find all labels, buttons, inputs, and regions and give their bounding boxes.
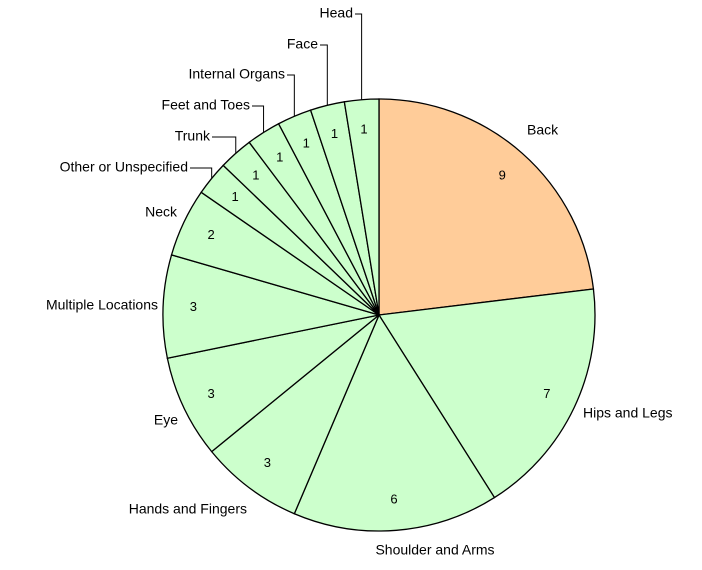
pie-slice [166,314,380,453]
value-label: 2 [208,227,215,242]
value-label: 1 [231,189,238,204]
slice-label: Hands and Fingers [129,501,247,517]
slice-label: Feet and Toes [162,97,250,113]
slice-label: Trunk [175,128,211,144]
value-label: 1 [276,149,283,164]
leader-line [190,167,213,179]
value-label: 9 [499,167,506,182]
slice-label: Hips and Legs [583,405,673,421]
leader-line [355,13,363,100]
slice-label: Neck [145,204,178,220]
slice-label: Back [527,122,559,138]
value-label: 7 [543,386,550,401]
value-label: 1 [252,167,259,182]
value-label: 6 [390,492,397,507]
value-label: 3 [208,386,215,401]
slice-label: Other or Unspecified [60,159,188,175]
leader-line [252,105,265,133]
leader-line [212,136,237,154]
slice-label: Eye [154,412,178,428]
leader-line [287,74,295,117]
slice-label: Head [320,5,353,21]
pie-slice [162,254,380,359]
slice-label: Multiple Locations [46,297,158,313]
pie-slice [293,313,496,532]
leader-line [320,44,328,106]
value-label: 1 [331,126,338,141]
value-label: 1 [303,136,310,151]
value-label: 1 [360,121,367,136]
slice-label: Internal Organs [189,66,286,82]
value-label: 3 [264,455,271,470]
pie-slice [378,98,595,316]
value-label: 3 [190,299,197,314]
slice-label: Face [287,36,318,52]
pie-slice [210,314,380,515]
slice-label: Shoulder and Arms [375,542,494,558]
pie-slice [377,288,596,499]
